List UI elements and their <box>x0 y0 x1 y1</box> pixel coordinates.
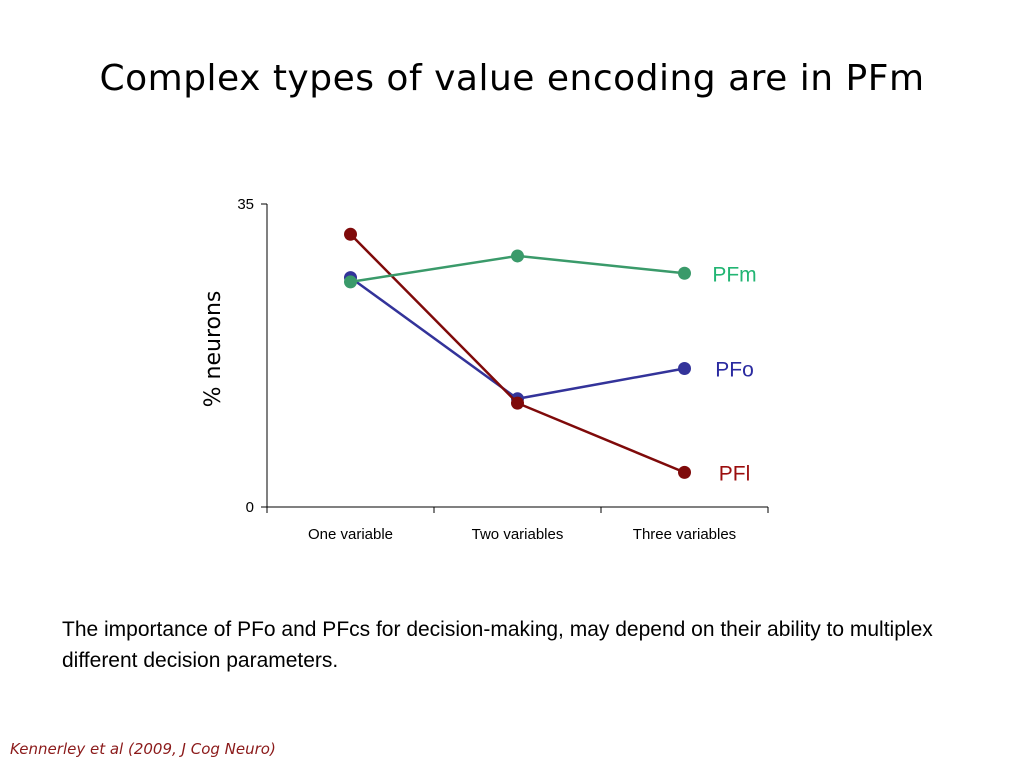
series-line <box>349 276 685 401</box>
series-label: PFm <box>712 263 756 286</box>
x-tick-label: Two variables <box>472 526 564 543</box>
x-tick-label: Three variables <box>633 526 736 543</box>
line-chart: 0 35 One variable Two variables Three variab… <box>201 196 769 543</box>
chart-axes: 0 35 One variable Two variables Three variab… <box>237 196 769 543</box>
series-label: PFo <box>715 358 754 381</box>
data-point <box>678 266 691 280</box>
data-point <box>344 227 357 241</box>
series-pfm: PFm <box>344 249 757 289</box>
x-tick-label: One variable <box>308 526 393 543</box>
body-text: The importance of PFo and PFcs for decis… <box>62 618 933 672</box>
data-point <box>678 361 691 375</box>
slide-title: Complex types of value encoding are in P… <box>99 58 925 99</box>
series-label: PFl <box>719 462 751 485</box>
series-line <box>349 233 685 474</box>
y-tick-label: 35 <box>237 196 254 213</box>
y-axis-label: % neurons <box>201 291 226 408</box>
data-point <box>511 396 524 410</box>
data-point <box>678 465 691 479</box>
data-point <box>344 275 357 289</box>
series-pfl: PFl <box>344 227 751 485</box>
citation: Kennerley et al (2009, J Cog Neuro) <box>10 740 276 758</box>
chart-series: PFo PFl PFm <box>344 227 757 485</box>
y-tick-label: 0 <box>246 499 254 516</box>
data-point <box>511 249 524 263</box>
